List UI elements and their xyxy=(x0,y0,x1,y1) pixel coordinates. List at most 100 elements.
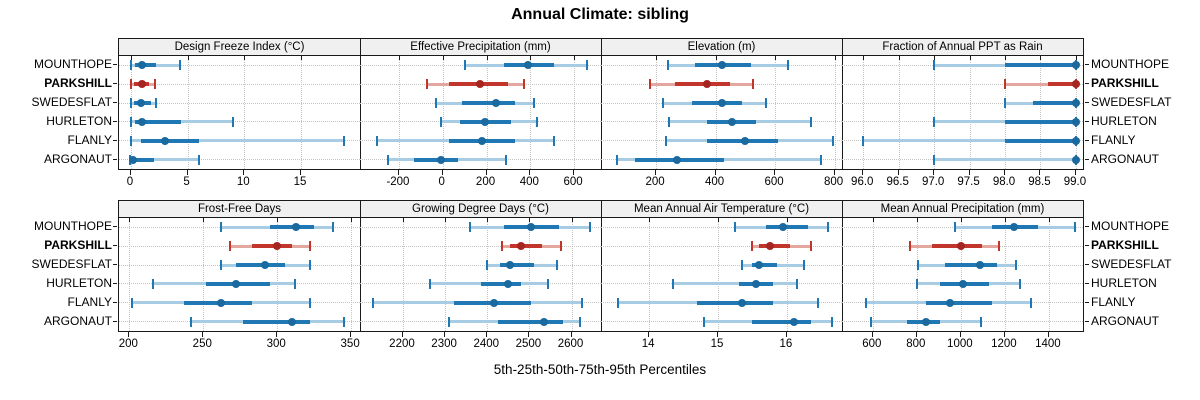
iqr-line xyxy=(697,300,774,305)
median-dot xyxy=(138,61,147,70)
axis-tick-top xyxy=(442,56,444,60)
whisker-cap-high xyxy=(308,241,311,252)
iqr-line xyxy=(252,244,292,249)
axis-tick-left xyxy=(112,301,117,303)
axis-tick-bottom xyxy=(833,170,835,175)
axis-tick-top xyxy=(351,218,353,222)
whisker-cap-low xyxy=(387,154,390,165)
median-dot xyxy=(129,155,138,164)
median-dot xyxy=(138,117,147,126)
whisker-cap-low xyxy=(617,297,620,308)
whisker-cap-low xyxy=(916,260,919,271)
whisker-range-line xyxy=(130,120,233,124)
iqr-line xyxy=(1005,138,1076,143)
iqr-line xyxy=(510,244,542,249)
whisker-range-line xyxy=(129,158,199,162)
whisker-cap-low xyxy=(129,79,132,90)
median-dot xyxy=(1071,99,1080,108)
panel-row: Design Freeze Index (°C) Effective Precip… xyxy=(118,38,1084,170)
median-dot xyxy=(273,242,282,251)
whisker-cap-low xyxy=(909,241,912,252)
axis-tick-top xyxy=(872,218,874,222)
axis-tick-right xyxy=(1085,282,1089,284)
panel-strip-title: Frost-Free Days xyxy=(197,203,282,215)
axis-tick-top xyxy=(898,56,900,60)
iqr-line xyxy=(752,319,811,324)
gridline-vertical xyxy=(445,218,447,331)
axis-tick-bottom xyxy=(486,332,488,337)
station-label-left: MOUNTHOPE xyxy=(34,57,112,72)
median-dot xyxy=(945,298,954,307)
axis-tick-bottom xyxy=(897,170,899,175)
station-label-right: PARKSHILL xyxy=(1091,76,1159,91)
whisker-cap-high xyxy=(154,98,157,109)
gridline-horizontal xyxy=(360,264,601,266)
whisker-cap-low xyxy=(220,260,223,271)
axis-tick-bottom xyxy=(785,332,787,337)
station-label-right: MOUNTHOPE xyxy=(1091,219,1169,234)
gridline-horizontal xyxy=(360,245,601,247)
axis-tick-right xyxy=(1085,264,1089,266)
gridline-vertical xyxy=(775,56,777,169)
whisker-cap-low xyxy=(220,222,223,233)
station-label-right: ARGONAUT xyxy=(1091,313,1160,328)
panel-plot-area xyxy=(360,218,601,331)
station-label-left: ARGONAUT xyxy=(43,151,112,166)
iqr-line xyxy=(499,263,534,268)
whisker-cap-high xyxy=(231,116,234,127)
axis-tick-left xyxy=(112,83,117,85)
gridline-vertical xyxy=(130,56,132,169)
gridline-vertical xyxy=(486,56,488,169)
gridline-vertical xyxy=(969,56,971,169)
station-label-left: SWEDESFLAT xyxy=(31,257,112,272)
gridline-vertical xyxy=(1004,218,1006,331)
axis-tick-right xyxy=(1085,320,1089,322)
axis-tick-top xyxy=(530,56,532,60)
gridline-vertical xyxy=(398,56,400,169)
iqr-line xyxy=(235,263,285,268)
median-dot xyxy=(738,298,747,307)
gridline-vertical xyxy=(960,218,962,331)
median-dot xyxy=(765,242,774,251)
axis-tick-label: 600 xyxy=(563,176,583,188)
axis-tick-label: 97.5 xyxy=(957,176,980,188)
median-dot xyxy=(506,261,515,270)
median-dot xyxy=(524,61,533,70)
gridline-vertical xyxy=(301,56,303,169)
whisker-cap-high xyxy=(1019,278,1022,289)
whisker-range-line xyxy=(673,282,798,286)
whisker-cap-low xyxy=(152,278,154,289)
gridline-vertical xyxy=(916,218,918,331)
gridline-vertical xyxy=(863,56,865,169)
axis-tick-left xyxy=(112,64,117,66)
whisker-cap-low xyxy=(662,98,665,109)
axis-tick-top xyxy=(574,56,576,60)
median-dot xyxy=(540,317,549,326)
panel-plot-area xyxy=(842,56,1083,169)
median-dot xyxy=(231,279,240,288)
whisker-cap-low xyxy=(751,241,754,252)
station-label-left: MOUNTHOPE xyxy=(34,219,112,234)
panel-divider xyxy=(842,39,843,169)
gridline-vertical xyxy=(1005,56,1007,169)
panel-strip-title: Growing Degree Days (°C) xyxy=(412,203,549,215)
axis-tick-bottom xyxy=(350,332,352,337)
axis-tick-top xyxy=(486,56,488,60)
whisker-cap-high xyxy=(586,60,589,71)
axis-tick-label: 98.0 xyxy=(992,176,1016,188)
axis-tick-right xyxy=(1085,120,1089,122)
median-dot xyxy=(727,117,736,126)
iqr-line xyxy=(135,119,181,124)
axis-tick-top xyxy=(203,218,205,222)
median-dot xyxy=(959,279,968,288)
iqr-line xyxy=(759,244,791,249)
median-dot xyxy=(160,136,169,145)
gridline-horizontal xyxy=(842,102,1083,104)
axis-tick-top xyxy=(863,56,865,60)
axis-tick-top xyxy=(934,56,936,60)
axis-tick-right xyxy=(1085,64,1089,66)
whisker-cap-low xyxy=(228,241,231,252)
gridline-vertical xyxy=(1048,218,1050,331)
whisker-cap-high xyxy=(559,241,562,252)
axis-tick-right xyxy=(1085,226,1089,228)
